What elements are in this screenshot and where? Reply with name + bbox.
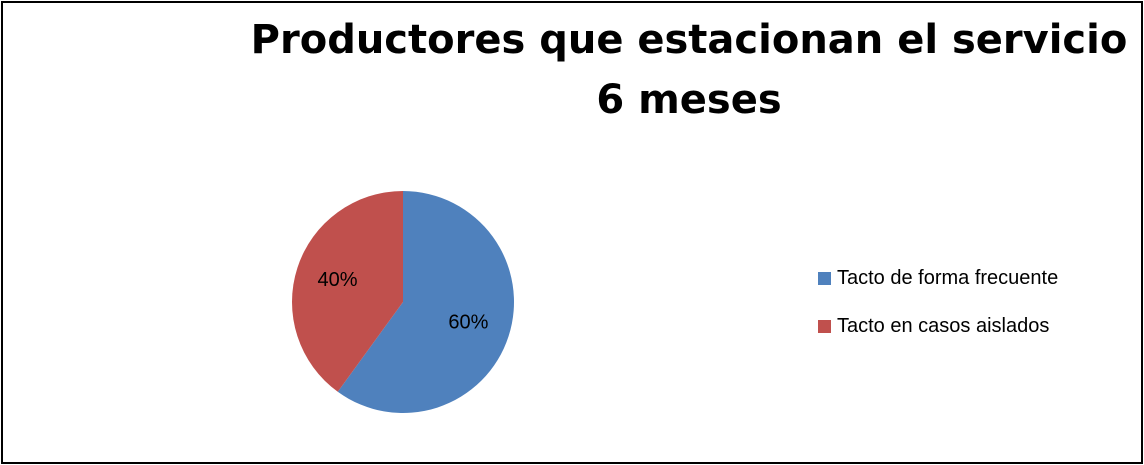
legend-label-0: Tacto de forma frecuente [837,266,1059,289]
legend: Tacto de forma frecuente Tacto en casos … [818,264,1058,360]
data-label-1: 40% [318,269,358,291]
legend-swatch-1 [818,319,831,333]
legend-item-1: Tacto en casos aislados [818,312,1058,340]
chart-title: Productores que estacionan el servicio 6… [250,17,1128,123]
legend-swatch-0 [818,271,831,285]
legend-label-1: Tacto en casos aislados [837,314,1050,337]
data-label-0: 60% [448,312,488,334]
pie-slice-1 [292,191,403,392]
legend-item-0: Tacto de forma frecuente [818,264,1058,292]
pie-slice-0 [337,191,515,414]
